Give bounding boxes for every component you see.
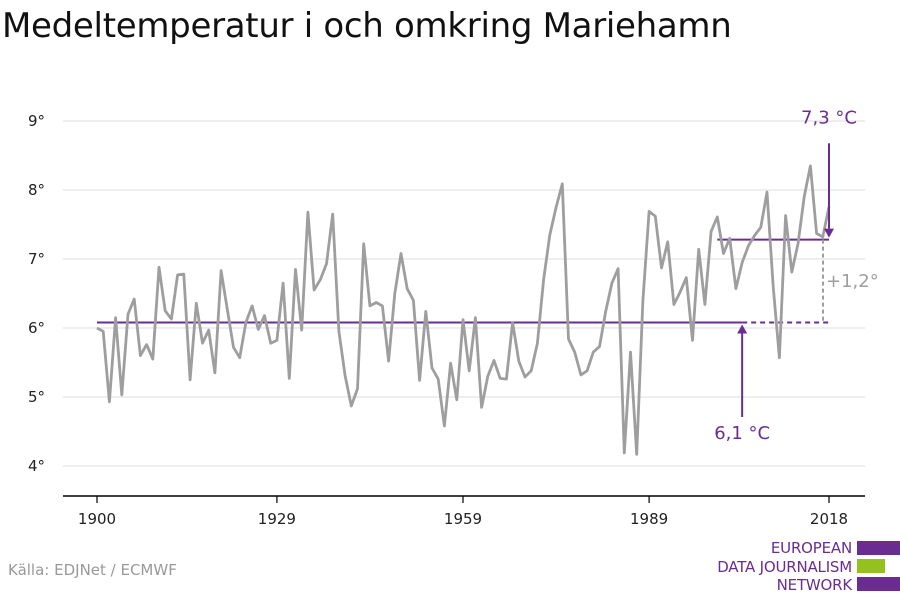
logo-line-1: EUROPEAN bbox=[770, 539, 852, 557]
source-note: Källa: EDJNet / ECMWF bbox=[8, 561, 177, 579]
y-tick-label-6: 6° bbox=[28, 319, 45, 337]
logo-bar-purple-top bbox=[857, 541, 900, 555]
reference-lines bbox=[97, 238, 829, 324]
arrow-7-3-head bbox=[824, 228, 834, 238]
y-tick-label-8: 8° bbox=[28, 181, 45, 199]
y-tick-label-7: 7° bbox=[28, 250, 45, 268]
x-tick-label-1989: 1989 bbox=[630, 510, 668, 528]
y-tick-labels: 4° 5° 6° 7° 8° 9° bbox=[28, 112, 45, 475]
annotations: 7,3 °C 6,1 °C +1,2° bbox=[714, 107, 879, 444]
chart-title: Medeltemperatur i och omkring Mariehamn bbox=[2, 6, 732, 46]
annotation-7-3: 7,3 °C bbox=[801, 107, 857, 128]
x-tick-label-1929: 1929 bbox=[258, 510, 296, 528]
series-group bbox=[96, 164, 831, 456]
logo-text: EUROPEAN DATA JOURNALISM NETWORK bbox=[717, 539, 852, 595]
arrow-6-1-head bbox=[737, 324, 748, 334]
logo-line-2: DATA JOURNALISM bbox=[717, 557, 852, 576]
x-tick-label-2018: 2018 bbox=[810, 510, 848, 528]
logo-line-3: NETWORK bbox=[776, 576, 853, 594]
y-tick-label-4: 4° bbox=[28, 457, 45, 475]
x-tick-label-1900: 1900 bbox=[78, 510, 116, 528]
data-points bbox=[95, 164, 830, 456]
y-tick-label-5: 5° bbox=[28, 388, 45, 406]
x-axis: 1900 1929 1959 1989 2018 bbox=[63, 495, 865, 528]
edjnet-logo: EUROPEAN DATA JOURNALISM NETWORK bbox=[700, 539, 900, 595]
annotation-difference: +1,2° bbox=[826, 271, 879, 292]
grid-lines bbox=[63, 120, 865, 467]
annotation-6-1: 6,1 °C bbox=[714, 423, 770, 444]
logo-bar-purple-bottom bbox=[857, 577, 900, 591]
logo-bar-green bbox=[857, 559, 885, 573]
x-tick-label-1959: 1959 bbox=[444, 510, 482, 528]
y-tick-label-9: 9° bbox=[28, 112, 45, 130]
temperature-series-line bbox=[96, 164, 831, 456]
